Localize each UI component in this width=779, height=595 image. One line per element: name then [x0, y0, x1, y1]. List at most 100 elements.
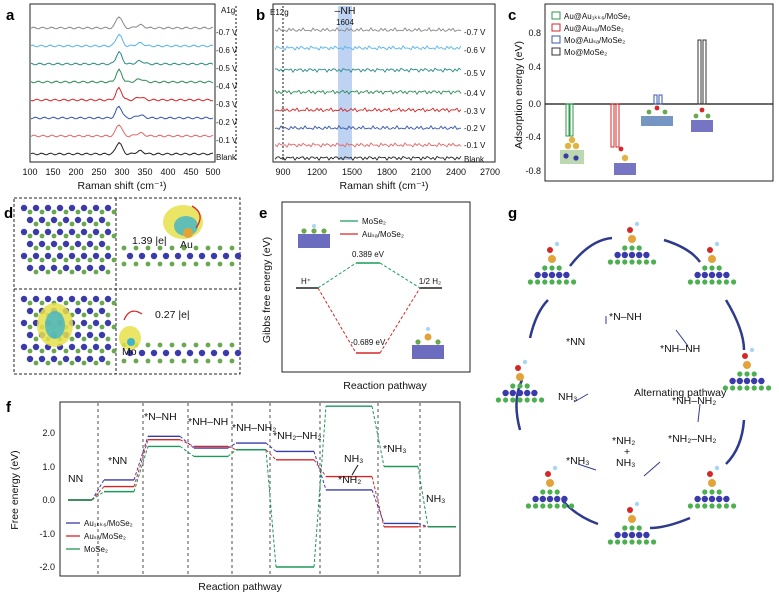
- raman-trace: [30, 50, 214, 66]
- panel-c-structure-icons: [560, 105, 713, 175]
- se-atom: [205, 245, 211, 251]
- se-atom: [709, 489, 715, 495]
- charge-atom-bottom: Mo: [122, 346, 137, 358]
- raman-trace: [30, 33, 214, 48]
- panel-c-bars: [565, 39, 707, 148]
- se-atom: [57, 360, 63, 366]
- step-label: *NN: [108, 455, 127, 467]
- se-atom: [229, 342, 235, 348]
- cycle-arrows: [515, 236, 746, 530]
- se-atom: [517, 397, 523, 403]
- energy-connector: [371, 489, 385, 524]
- se-atom: [111, 324, 117, 330]
- panel-b-traces: [274, 26, 462, 162]
- legend-swatch: [551, 47, 561, 56]
- mo-atom: [723, 271, 730, 279]
- cycle-label: *NH₂–NH₂: [668, 433, 716, 445]
- mo-atom: [636, 251, 643, 259]
- mo-atom: [222, 349, 230, 357]
- se-atom: [695, 279, 701, 285]
- mo-atom: [138, 252, 146, 260]
- panel-g-label: g: [508, 205, 517, 222]
- panel-f-ylabel: Free energy (eV): [9, 450, 21, 529]
- se-atom: [27, 209, 33, 215]
- bar: [565, 103, 570, 137]
- ytick: 0.8: [528, 28, 541, 38]
- xtick: 400: [160, 167, 175, 177]
- se-atom: [105, 269, 111, 275]
- mo-atom: [127, 338, 135, 346]
- panel-b-voltage-labels: -0.7 V -0.6 V -0.5 V -0.4 V -0.3 V -0.2 …: [464, 28, 486, 164]
- cycle-label: *NH₃: [566, 455, 590, 467]
- mo-atom: [174, 349, 182, 357]
- mo-atom: [74, 240, 82, 248]
- mo-atom: [74, 264, 82, 272]
- se-atom: [39, 209, 45, 215]
- se-atom: [651, 259, 657, 265]
- xtick: 2100: [411, 167, 431, 177]
- au-atom: [708, 255, 716, 263]
- mo-atom: [643, 531, 650, 539]
- se-atom: [69, 336, 75, 342]
- mo-atom: [56, 295, 64, 303]
- mo-atom: [86, 307, 94, 315]
- se-atom: [105, 336, 111, 342]
- mo-atom: [701, 271, 708, 279]
- panel-a-voltage-labels: -0.7 V -0.6 V -0.5 V -0.4 V -0.3 V -0.2 …: [216, 28, 238, 162]
- se-atom: [45, 269, 51, 275]
- panel-f-step-labels: NN *NN *N–NH *NH–NH *NH–NH₂ *NH₂–NH₂ *NH…: [68, 411, 445, 505]
- cycle-structures: [495, 221, 772, 545]
- mo-atom: [92, 228, 100, 236]
- se-atom: [63, 348, 69, 354]
- mo-atom: [80, 204, 88, 212]
- ytick: 0.0: [528, 99, 541, 109]
- mo-atom: [32, 204, 40, 212]
- legend-swatch: [551, 23, 561, 32]
- se-atom: [181, 245, 187, 251]
- se-atom: [540, 489, 546, 495]
- au-atom: [708, 479, 716, 487]
- mo-atom: [68, 204, 76, 212]
- se-atom: [517, 383, 523, 389]
- panel-f-legend: Au₁ₖₖ₆/MoSe₂ Auₛₐ/MoSe₂ MoSe₂: [66, 519, 133, 554]
- h-atom: [554, 241, 560, 247]
- se-atom: [193, 245, 199, 251]
- se-atom: [145, 342, 151, 348]
- se-atom: [93, 221, 99, 227]
- se-atom: [702, 279, 708, 285]
- se-atom: [636, 245, 642, 251]
- se-atom: [169, 342, 175, 348]
- cycle-arrow: [528, 299, 549, 339]
- mo-atom: [38, 264, 46, 272]
- ytick: 0.4: [528, 62, 541, 72]
- se-atom: [93, 360, 99, 366]
- cycle-label: NH₃: [558, 391, 577, 403]
- cycle-label: NH₃: [616, 457, 635, 469]
- inner-arrow: [697, 403, 701, 423]
- voltage-label: -0.7 V: [464, 28, 486, 37]
- se-atom: [758, 385, 765, 391]
- se-atom: [33, 245, 39, 251]
- au-atom: [628, 235, 636, 243]
- structure-icon: [691, 107, 713, 132]
- se-atom: [93, 245, 99, 251]
- value-mose2: 0.389 eV: [352, 250, 385, 259]
- start-label: H⁺: [301, 277, 311, 286]
- se-atom: [57, 269, 63, 275]
- panel-d-label: d: [4, 205, 13, 222]
- mo-atom: [68, 295, 76, 303]
- h-atom: [552, 465, 558, 471]
- se-atom: [709, 503, 715, 509]
- mo-atom: [621, 251, 628, 259]
- mo-atom: [50, 264, 58, 272]
- se-atom: [622, 259, 628, 265]
- se-atom: [615, 259, 621, 265]
- mo-atom: [62, 355, 70, 363]
- se-atom: [87, 300, 93, 306]
- center-label: Alternating pathway: [634, 387, 727, 399]
- se-atom: [75, 209, 81, 215]
- mo-atom: [104, 252, 112, 260]
- mo-atom: [729, 377, 736, 385]
- legend-entry: Au₁ₖₖ₆/MoSe₂: [84, 519, 133, 528]
- mo-atom: [44, 228, 52, 236]
